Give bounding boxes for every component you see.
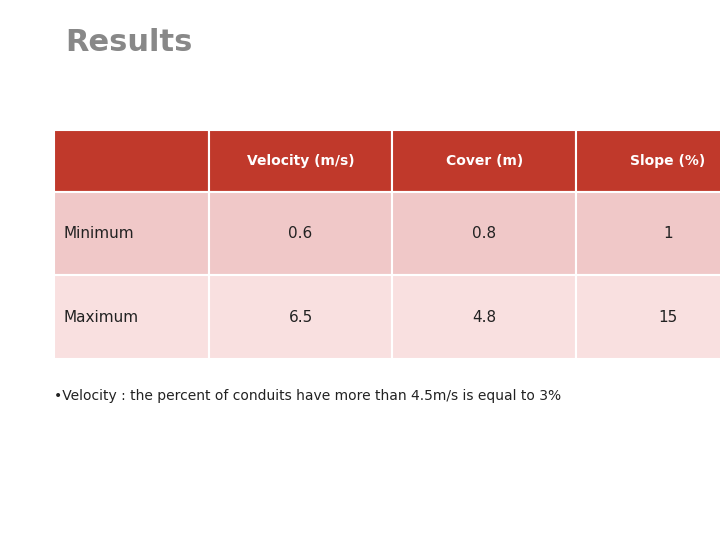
- Text: 1: 1: [663, 226, 672, 241]
- Text: 15: 15: [658, 310, 678, 325]
- Text: Maximum: Maximum: [63, 310, 138, 325]
- Bar: [392, 192, 576, 275]
- Bar: [54, 192, 209, 275]
- Text: 0.6: 0.6: [289, 226, 312, 241]
- Bar: [392, 130, 576, 192]
- Bar: [576, 275, 720, 359]
- Bar: [209, 130, 392, 192]
- Bar: [392, 275, 576, 359]
- Bar: [576, 192, 720, 275]
- Text: Cover (m): Cover (m): [446, 154, 523, 167]
- Text: Slope (%): Slope (%): [630, 154, 706, 167]
- Bar: [576, 130, 720, 192]
- Bar: [54, 275, 209, 359]
- Bar: [54, 130, 209, 192]
- Text: Velocity (m/s): Velocity (m/s): [247, 154, 354, 167]
- Bar: [209, 192, 392, 275]
- Bar: [209, 275, 392, 359]
- Text: •Velocity : the percent of conduits have more than 4.5m/s is equal to 3%: •Velocity : the percent of conduits have…: [54, 389, 561, 403]
- Text: 4.8: 4.8: [472, 310, 496, 325]
- Text: 0.8: 0.8: [472, 226, 496, 241]
- Text: Minimum: Minimum: [63, 226, 134, 241]
- Text: 6.5: 6.5: [289, 310, 312, 325]
- Text: Results: Results: [65, 28, 192, 57]
